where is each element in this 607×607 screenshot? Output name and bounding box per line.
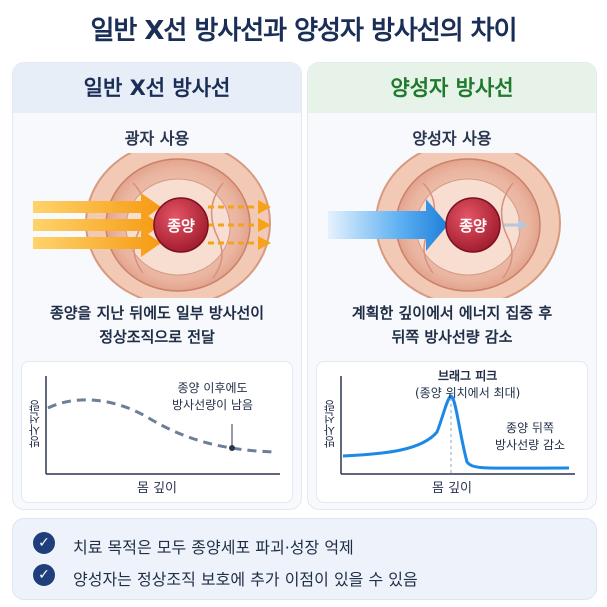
check-circle-icon: ✓ [33,532,55,554]
xray-panel: 일반 X선 방사선 광자 사용 [12,62,302,510]
proton-body-illustration: 종양 [328,153,561,298]
proton-beam-arrow [328,199,448,251]
xray-body-illustration: 종양 [33,153,271,298]
xray-graph-note: 종양 이후에도 방사선량이 남음 [172,381,254,412]
xray-subtitle: 광자 사용 [124,129,190,148]
proton-panel-header: 양성자 방사선 [308,63,596,113]
xray-panel-header: 일반 X선 방사선 [13,63,301,113]
bragg-peak-note: 브래그 피크 (종양 위치에서 최대) [415,369,521,400]
tumor-icon [153,197,209,253]
proton-exit-arrow [504,219,528,231]
xray-exit-arrows [208,205,258,245]
xray-beam-arrows [33,193,161,257]
xray-dose-curve [47,398,275,454]
proton-dose-curve [342,394,570,470]
xray-dose-graph: 방사선량 몸 깊이 종양 이후에도 방사선량이 남음 [21,361,293,503]
xray-graph-xlabel: 몸 깊이 [136,481,177,496]
summary-item-2: ✓ 양성자는 정상조직 보호에 추가 이점이 있을 수 있음 [33,564,418,590]
proton-subtitle: 양성자 사용 [412,129,492,148]
summary-item-1: ✓ 치료 목적은 모두 종양세포 파괴·성장 억제 [33,532,354,558]
proton-graph-ylabel: 방사선량 [323,400,337,448]
tumor-icon [445,197,501,253]
proton-dose-graph: 방사선량 몸 깊이 브래그 피크 (종양 위치에서 최대) 종양 뒤쪽 방사선량… [316,361,588,503]
proton-panel: 양성자 방사선 양성자 사용 종양 [307,62,597,510]
proton-graph-note: 종양 뒤쪽 방사선량 감소 [495,421,566,452]
check-circle-icon: ✓ [33,564,55,586]
proton-graph-xlabel: 몸 깊이 [431,481,472,496]
proton-tumor-label: 종양 [459,217,487,235]
xray-tumor-label: 종양 [167,217,195,235]
summary-box: ✓ 치료 목적은 모두 종양세포 파괴·성장 억제 ✓ 양성자는 정상조직 보호… [12,518,597,600]
page-title: 일반 X선 방사선과 양성자 방사선의 차이 [90,16,517,46]
proton-description: 계획한 깊이에서 에너지 집중 후 뒤쪽 방사선량 감소 [351,304,553,346]
xray-graph-ylabel: 방사선량 [28,400,42,448]
xray-description: 종양을 지난 뒤에도 일부 방사선이 정상조직으로 전달 [49,304,265,346]
